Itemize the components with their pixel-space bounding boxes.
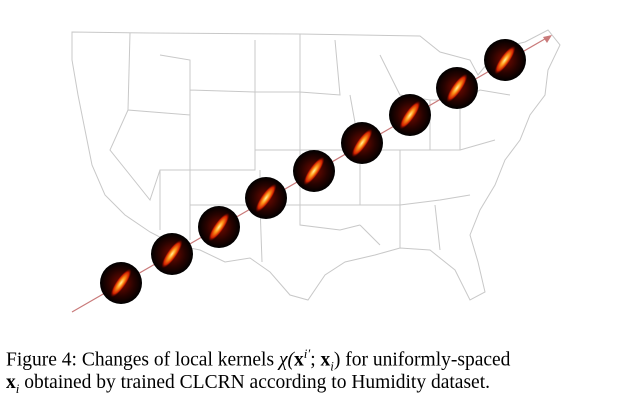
caption-math: i [330, 358, 334, 374]
caption-math: x [294, 349, 304, 371]
arrow-head [543, 35, 552, 43]
caption-math: x [320, 349, 331, 371]
caption-math: ; [310, 349, 321, 371]
caption-text: Figure 4: Changes of local kernels [6, 349, 279, 371]
caption-text: ) for uniformly-spaced [333, 349, 511, 371]
kernels [100, 39, 526, 304]
kernel [198, 206, 240, 248]
caption-text: obtained by trained CLCRN according to H… [19, 372, 490, 393]
kernel [341, 122, 383, 164]
caption-math: i [15, 380, 20, 396]
kernel [245, 177, 287, 219]
caption-math: x [6, 372, 16, 393]
kernel [100, 262, 142, 304]
figure [71, 29, 561, 313]
kernel [293, 150, 335, 192]
kernel [389, 94, 431, 136]
kernel [436, 67, 478, 109]
caption-math: i′ [303, 346, 311, 361]
kernel [151, 233, 193, 275]
caption-math: χ( [278, 349, 295, 371]
caption-line: Figure 4: Changes of local kernels χ(xi′… [6, 346, 510, 374]
kernel [484, 39, 526, 81]
caption-line: xi obtained by trained CLCRN according t… [6, 372, 490, 397]
